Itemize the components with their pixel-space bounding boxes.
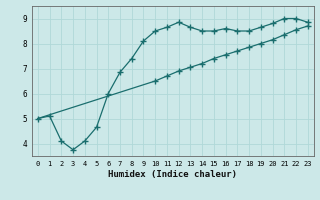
X-axis label: Humidex (Indice chaleur): Humidex (Indice chaleur) [108, 170, 237, 179]
